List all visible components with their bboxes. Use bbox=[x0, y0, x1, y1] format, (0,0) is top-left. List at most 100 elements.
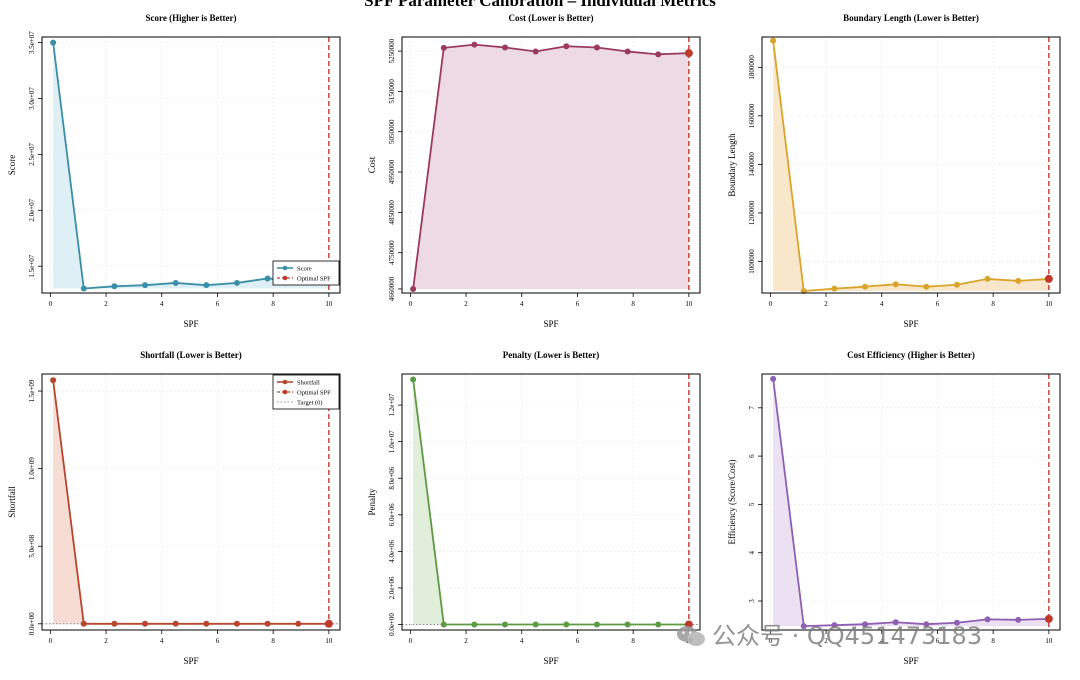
data-point bbox=[862, 621, 869, 628]
y-tick-label: 5150000 bbox=[388, 79, 396, 104]
chart-panel-score: Score (Higher is Better) 0 2 4 6 8 10 1.5e+07 2.… bbox=[0, 0, 360, 337]
chart-title: Boundary Length (Lower is Better) bbox=[843, 13, 979, 23]
data-point bbox=[923, 621, 930, 628]
data-point bbox=[984, 616, 991, 623]
data-point bbox=[80, 285, 87, 292]
data-point bbox=[770, 375, 777, 382]
y-tick-label: 5 bbox=[748, 502, 756, 506]
data-point bbox=[264, 275, 271, 282]
data-point bbox=[111, 620, 118, 627]
x-tick-label: 8 bbox=[631, 300, 635, 308]
x-tick-label: 0 bbox=[49, 637, 53, 645]
optimal-point bbox=[684, 49, 693, 58]
legend-box bbox=[272, 260, 340, 286]
x-tick-label: 0 bbox=[769, 637, 773, 645]
watermark-text: 公众号 · QQ451473183 bbox=[712, 622, 983, 650]
data-point bbox=[203, 620, 210, 627]
data-point bbox=[471, 41, 478, 48]
x-tick-label: 4 bbox=[520, 637, 524, 645]
data-point bbox=[1015, 277, 1022, 284]
data-point bbox=[502, 621, 509, 628]
x-tick-label: 2 bbox=[104, 300, 108, 308]
chart-panel-boundary-length: Boundary Length (Lower is Better) 0 2 4 6 8 10… bbox=[720, 0, 1080, 337]
legend-optimal-marker bbox=[282, 389, 288, 395]
data-point bbox=[563, 621, 570, 628]
optimal-point bbox=[1044, 274, 1053, 283]
x-tick-label: 8 bbox=[271, 300, 275, 308]
chart-cost: Cost (Lower is Better) 0 2 4 6 8 10 4660000 4750… bbox=[367, 13, 701, 329]
data-point bbox=[440, 621, 447, 628]
series-area bbox=[773, 40, 1049, 292]
x-axis-label: SPF bbox=[903, 319, 918, 329]
x-tick-label: 8 bbox=[991, 300, 995, 308]
legend-label: Score bbox=[297, 265, 312, 272]
data-point bbox=[440, 44, 447, 51]
x-tick-label: 8 bbox=[271, 637, 275, 645]
y-tick-label: 1.5e+07 bbox=[28, 254, 36, 277]
x-tick-label: 10 bbox=[685, 300, 693, 308]
data-point bbox=[233, 620, 240, 627]
x-tick-label: 10 bbox=[1045, 300, 1053, 308]
data-point bbox=[111, 283, 118, 290]
x-tick-label: 4 bbox=[160, 637, 164, 645]
optimal-point bbox=[1044, 614, 1053, 623]
y-axis-label: Shortfall bbox=[7, 486, 17, 518]
data-point bbox=[563, 43, 570, 50]
data-point bbox=[264, 620, 271, 627]
legend-label: Target (0) bbox=[297, 399, 323, 406]
x-tick-label: 6 bbox=[936, 300, 940, 308]
y-tick-label: 0.0e+00 bbox=[388, 613, 396, 636]
y-axis-label: Score bbox=[7, 155, 17, 176]
y-tick-label: 1.0e+07 bbox=[388, 430, 396, 453]
x-axis-label: SPF bbox=[183, 319, 198, 329]
series-area bbox=[53, 42, 329, 289]
y-axis-label: Efficiency (Score/Cost) bbox=[727, 459, 737, 544]
chart-title: Cost (Lower is Better) bbox=[508, 13, 593, 23]
chart-panel-cost-efficiency: Cost Efficiency (Higher is Better) 0 2 4 6 8 1… bbox=[720, 337, 1080, 675]
series-line bbox=[52, 380, 329, 625]
legend: Score Optimal SPF bbox=[272, 260, 340, 286]
data-point bbox=[984, 275, 991, 282]
y-tick-label: 5.0e+08 bbox=[28, 534, 36, 557]
legend-label: Optimal SPF bbox=[297, 389, 331, 396]
x-axis-label: SPF bbox=[903, 656, 918, 666]
page-title: SPF Parameter Calibration – Individual M… bbox=[364, 0, 716, 10]
series-area bbox=[413, 44, 689, 289]
legend: Shortfall Optimal SPF Target (0) bbox=[272, 374, 340, 410]
data-point bbox=[892, 619, 899, 626]
plot-frame bbox=[401, 36, 701, 294]
plot-frame bbox=[761, 36, 1061, 294]
plot-frame bbox=[401, 373, 701, 631]
data-point bbox=[502, 44, 509, 51]
data-point bbox=[892, 281, 899, 288]
y-tick-label: 1600000 bbox=[748, 103, 756, 128]
series-line bbox=[772, 40, 1049, 293]
y-tick-label: 3.5e+07 bbox=[28, 31, 36, 54]
chart-panel-shortfall: Shortfall (Lower is Better) 0 2 4 6 8 10 0.0e+0… bbox=[0, 337, 360, 675]
legend-label: Shortfall bbox=[297, 379, 320, 386]
data-point bbox=[471, 621, 478, 628]
y-tick-label: 2.0e+06 bbox=[388, 576, 396, 599]
data-point bbox=[593, 44, 600, 51]
series-line bbox=[772, 378, 1049, 628]
y-tick-label: 5250000 bbox=[388, 38, 396, 63]
x-tick-label: 8 bbox=[991, 637, 995, 645]
y-tick-label: 1.5e+09 bbox=[28, 379, 36, 402]
y-tick-label: 4.0e+06 bbox=[388, 539, 396, 562]
chart-title: Score (Higher is Better) bbox=[146, 13, 237, 23]
chart-score: Score (Higher is Better) 0 2 4 6 8 10 1.5e+07 2.… bbox=[7, 13, 341, 329]
y-tick-label: 2.0e+07 bbox=[28, 198, 36, 221]
y-tick-label: 1200000 bbox=[748, 200, 756, 225]
data-point bbox=[831, 622, 838, 629]
series-area bbox=[773, 378, 1049, 627]
data-point bbox=[953, 281, 960, 288]
data-point bbox=[172, 279, 179, 286]
x-tick-label: 4 bbox=[880, 637, 884, 645]
data-point bbox=[410, 285, 417, 292]
y-tick-label: 7 bbox=[748, 406, 756, 410]
data-point bbox=[142, 282, 149, 289]
x-axis-label: SPF bbox=[183, 656, 198, 666]
y-axis-label: Boundary Length bbox=[727, 133, 737, 197]
series-area bbox=[53, 380, 329, 624]
x-tick-label: 6 bbox=[576, 300, 580, 308]
